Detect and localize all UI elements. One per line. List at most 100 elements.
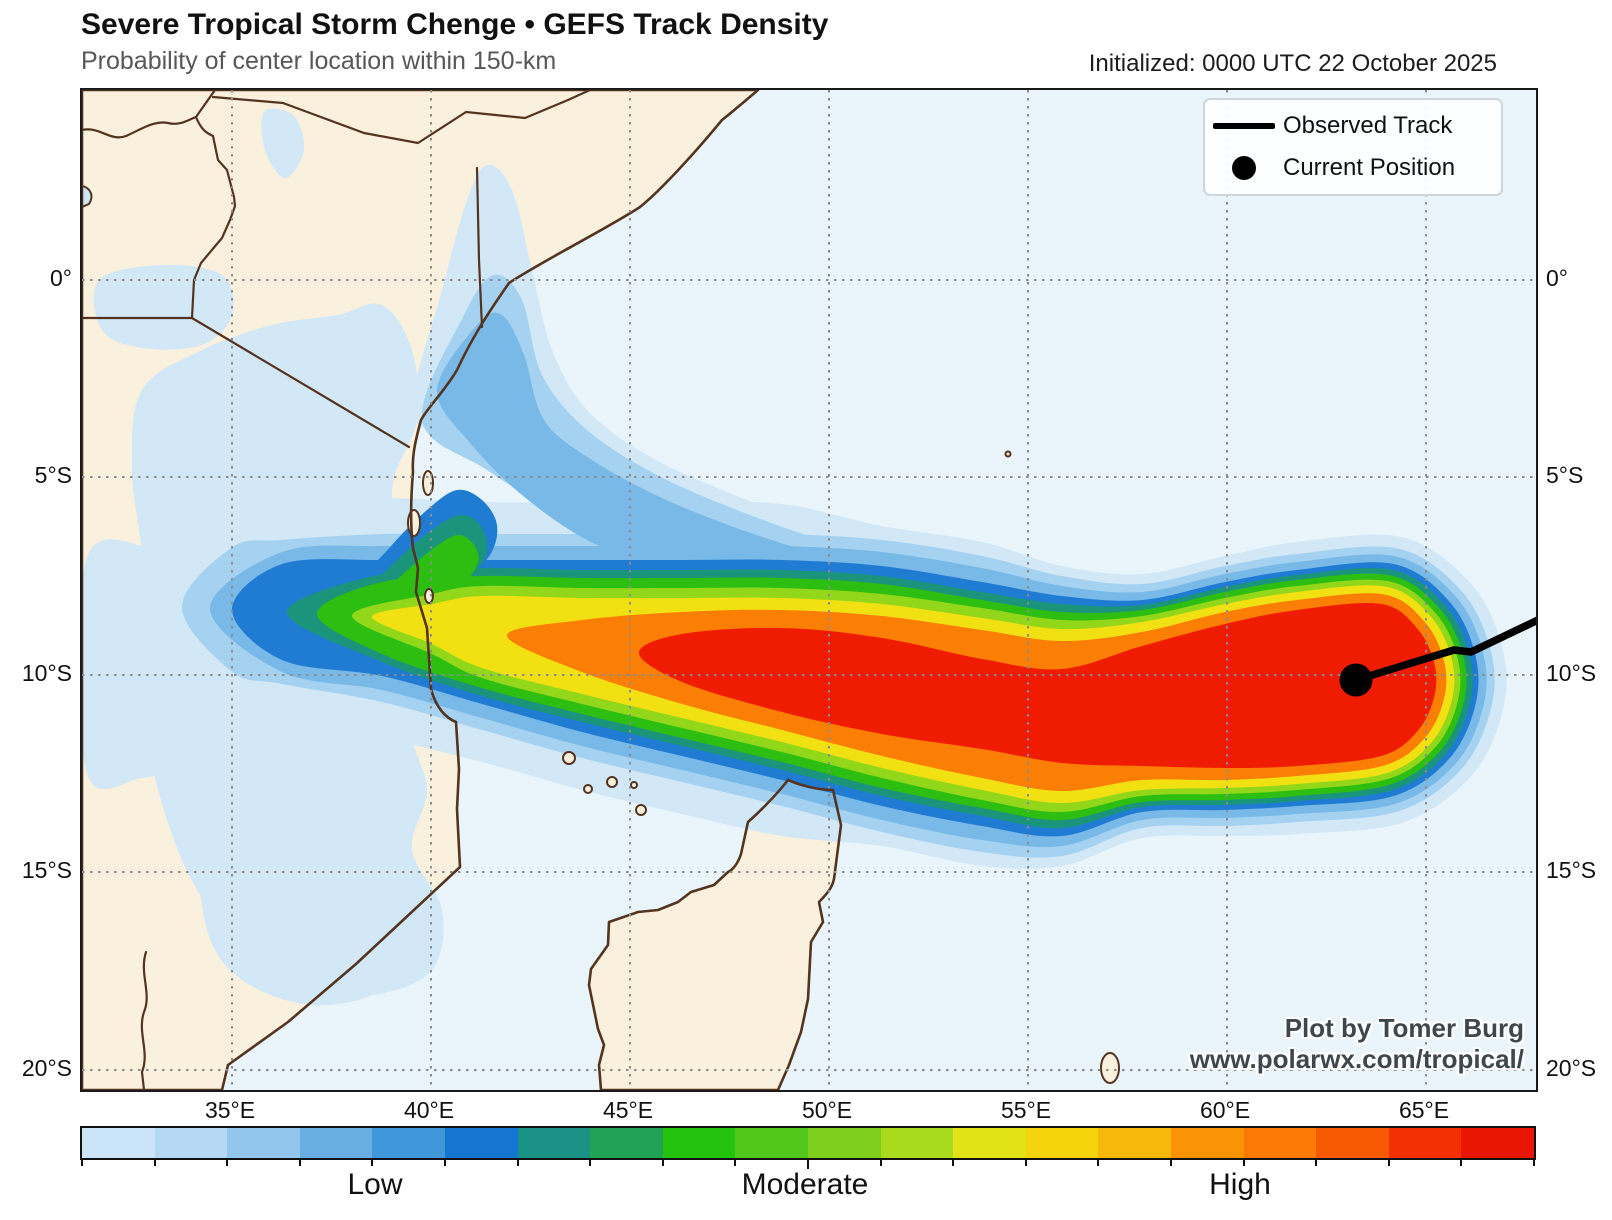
colorbar-segment bbox=[590, 1128, 663, 1158]
colorbar-segment bbox=[1170, 1128, 1244, 1158]
lon-tick: 45°E bbox=[602, 1097, 654, 1123]
colorbar-segment bbox=[735, 1128, 808, 1158]
legend-row-observed-track: Observed Track bbox=[1205, 109, 1501, 143]
colorbar-segment bbox=[444, 1128, 518, 1158]
island-zanzibar bbox=[407, 509, 421, 537]
colorbar-tick bbox=[952, 1158, 955, 1166]
colorbar-tick bbox=[153, 1158, 156, 1166]
lake bbox=[82, 184, 93, 209]
lat-tick-right: 5°S bbox=[1546, 462, 1584, 488]
colorbar-segment bbox=[372, 1128, 445, 1158]
colorbar-segment bbox=[299, 1128, 373, 1158]
attribution-author: Plot by Tomer Burg bbox=[1284, 1013, 1524, 1043]
colorbar-segment bbox=[662, 1128, 736, 1158]
colorbar bbox=[80, 1126, 1536, 1160]
colorbar-segment bbox=[1461, 1128, 1534, 1158]
colorbar-tick bbox=[1387, 1158, 1390, 1166]
observed-track-icon bbox=[1205, 123, 1283, 129]
lat-tick-right: 10°S bbox=[1546, 660, 1597, 686]
colorbar-tick bbox=[226, 1158, 229, 1166]
density-level bbox=[639, 603, 1437, 768]
map-panel bbox=[80, 88, 1538, 1092]
lat-tick-right: 20°S bbox=[1546, 1055, 1597, 1081]
colorbar-segment bbox=[807, 1128, 881, 1158]
page-title: Severe Tropical Storm Chenge • GEFS Trac… bbox=[81, 8, 829, 41]
colorbar-label-low: Low bbox=[347, 1168, 403, 1201]
lat-tick-left: 20°S bbox=[21, 1055, 72, 1081]
lat-tick-left: 0° bbox=[50, 265, 72, 291]
lat-tick-right: 15°S bbox=[1546, 857, 1597, 883]
colorbar-segment bbox=[1025, 1128, 1099, 1158]
island-comoros bbox=[635, 804, 647, 816]
current-position-marker bbox=[1339, 663, 1373, 697]
island-nosy-be bbox=[630, 781, 638, 789]
lat-tick-left: 5°S bbox=[34, 462, 72, 488]
map-canvas bbox=[82, 90, 1536, 1090]
colorbar-tick bbox=[1242, 1158, 1245, 1166]
colorbar-tick bbox=[371, 1158, 374, 1166]
colorbar-tick bbox=[1533, 1158, 1535, 1166]
graticule bbox=[82, 90, 1536, 1090]
colorbar-tick bbox=[1460, 1158, 1463, 1166]
lat-tick-left: 10°S bbox=[21, 660, 72, 686]
attribution-url: www.polarwx.com/tropical/ bbox=[1189, 1044, 1524, 1074]
lat-tick-left: 15°S bbox=[21, 857, 72, 883]
colorbar-tick bbox=[661, 1158, 664, 1166]
density-lobe bbox=[261, 108, 305, 179]
colorbar-segment bbox=[1243, 1128, 1317, 1158]
island-comoros bbox=[562, 751, 576, 765]
islands bbox=[82, 184, 1120, 1084]
lon-tick: 50°E bbox=[801, 1097, 853, 1123]
lon-tick: 60°E bbox=[1199, 1097, 1251, 1123]
island-comoros bbox=[606, 776, 618, 788]
colorbar-tick bbox=[444, 1158, 446, 1166]
lon-tick: 40°E bbox=[403, 1097, 455, 1123]
density-field bbox=[82, 108, 1507, 1006]
colorbar-tick bbox=[1024, 1158, 1027, 1166]
colorbar-ticks bbox=[80, 1158, 1535, 1170]
density-lobe bbox=[436, 312, 943, 597]
colorbar-tick bbox=[879, 1158, 882, 1166]
legend-current-position-label: Current Position bbox=[1283, 154, 1456, 181]
colorbar-segment bbox=[517, 1128, 591, 1158]
lat-tick-right: 0° bbox=[1546, 265, 1568, 291]
colorbar-tick bbox=[81, 1158, 83, 1166]
colorbar-segment bbox=[1316, 1128, 1389, 1158]
colorbar-label-moderate: Moderate bbox=[741, 1168, 869, 1201]
colorbar-segment bbox=[154, 1128, 228, 1158]
colorbar-segment bbox=[1098, 1128, 1171, 1158]
observed-track-line bbox=[1352, 616, 1536, 684]
colorbar-segment bbox=[227, 1128, 300, 1158]
page-subtitle: Probability of center location within 15… bbox=[81, 47, 557, 75]
island-mafia bbox=[424, 588, 434, 604]
colorbar-tick bbox=[1315, 1158, 1318, 1166]
island-seychelles bbox=[1004, 450, 1012, 458]
density-lobe bbox=[93, 264, 234, 350]
colorbar-segment bbox=[82, 1128, 155, 1158]
lon-tick: 35°E bbox=[204, 1097, 256, 1123]
island-reunion bbox=[1100, 1052, 1120, 1084]
lon-tick: 55°E bbox=[1000, 1097, 1052, 1123]
colorbar-tick bbox=[589, 1158, 592, 1166]
current-position-icon bbox=[1205, 156, 1283, 180]
colorbar-tick bbox=[298, 1158, 301, 1166]
island-comoros bbox=[583, 784, 593, 794]
colorbar-tick bbox=[1097, 1158, 1100, 1166]
legend-observed-track-label: Observed Track bbox=[1283, 112, 1453, 139]
colorbar-segment bbox=[953, 1128, 1026, 1158]
map-legend: Observed Track Current Position bbox=[1203, 98, 1503, 196]
init-time-label: Initialized: 0000 UTC 22 October 2025 bbox=[1088, 50, 1497, 77]
density-lobe bbox=[199, 824, 421, 1006]
legend-row-current-position: Current Position bbox=[1205, 151, 1501, 185]
lon-tick: 65°E bbox=[1398, 1097, 1450, 1123]
country-borders bbox=[82, 90, 592, 1090]
colorbar-tick bbox=[516, 1158, 519, 1166]
colorbar-tick bbox=[734, 1158, 737, 1166]
island-pemba bbox=[422, 470, 434, 496]
colorbar-segment bbox=[880, 1128, 954, 1158]
colorbar-label-high: High bbox=[1209, 1168, 1271, 1201]
colorbar-tick bbox=[1170, 1158, 1172, 1166]
colorbar-tick bbox=[807, 1158, 809, 1169]
colorbar-segment bbox=[1388, 1128, 1462, 1158]
